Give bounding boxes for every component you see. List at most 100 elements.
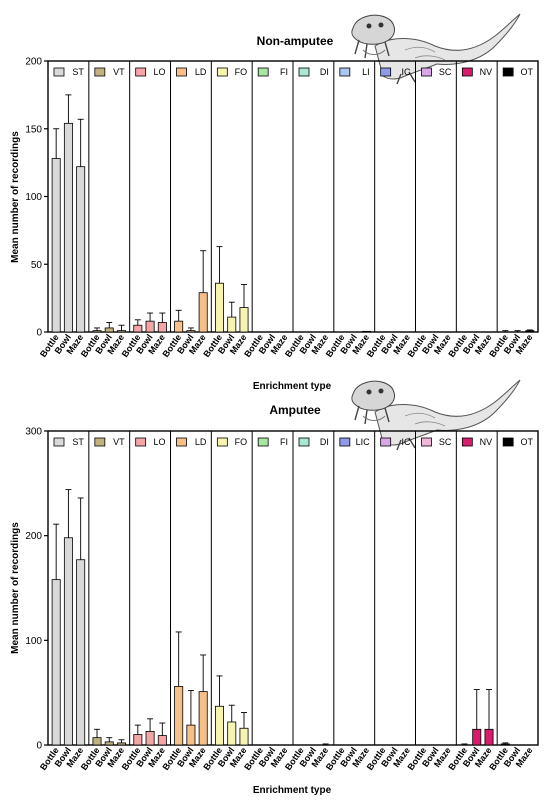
legend-swatch <box>257 67 269 77</box>
legend-swatch <box>176 67 187 77</box>
bar <box>133 734 143 746</box>
bar <box>117 742 126 746</box>
chart-title: Non-amputee <box>257 34 334 48</box>
legend-label: ST <box>72 67 84 77</box>
y-tick-label: 300 <box>25 427 42 438</box>
bar <box>145 730 155 746</box>
y-tick-label: 150 <box>25 124 42 135</box>
chart-non-amputee: Non-amputee Mean number of recordings En… <box>10 34 539 392</box>
legend-swatch <box>380 437 392 447</box>
legend-swatch <box>53 437 65 447</box>
bar <box>117 330 126 333</box>
legend-label: VT <box>113 437 125 447</box>
chart-title: Amputee <box>269 403 321 417</box>
legend-label: OT <box>521 437 534 447</box>
bar <box>472 728 482 746</box>
legend-swatch <box>176 437 187 447</box>
bar <box>174 685 184 746</box>
legend-label: SC <box>439 67 452 77</box>
legend-swatch <box>53 67 65 77</box>
legend-swatch <box>339 67 351 77</box>
bar <box>239 727 249 746</box>
bar <box>227 316 237 333</box>
legend-swatch <box>216 67 228 77</box>
x-axis-label: Enrichment type <box>253 381 332 392</box>
bar <box>525 330 535 333</box>
legend-swatch <box>380 67 392 77</box>
legend-swatch <box>216 437 228 447</box>
y-tick-label: 0 <box>36 328 42 339</box>
bar <box>362 330 371 333</box>
bar <box>174 320 184 333</box>
y-tick-label: 50 <box>31 260 43 271</box>
bar <box>145 320 155 333</box>
bar <box>92 737 102 746</box>
bar <box>76 559 86 746</box>
y-tick-label: 200 <box>25 57 42 68</box>
bar <box>186 724 196 746</box>
bar <box>215 705 224 746</box>
legend-swatch <box>94 67 106 77</box>
bar <box>500 743 510 746</box>
legend-label: SC <box>439 437 452 447</box>
legend-label: FO <box>235 67 248 77</box>
legend-swatch <box>298 67 310 77</box>
y-tick-label: 200 <box>25 531 42 542</box>
bar <box>157 735 167 746</box>
bar <box>484 728 494 746</box>
legend-label: LI <box>362 67 370 77</box>
legend-label: IC <box>402 437 412 447</box>
legend-swatch <box>257 437 269 447</box>
legend-label: OT <box>521 67 534 77</box>
bar <box>92 330 102 333</box>
bar <box>239 307 249 333</box>
legend-label: ST <box>72 437 84 447</box>
legend-swatch <box>461 67 473 77</box>
bar <box>198 691 208 746</box>
bar <box>104 327 114 333</box>
bar <box>76 166 86 333</box>
legend-label: NV <box>480 67 493 77</box>
legend-swatch <box>421 67 432 77</box>
bar <box>63 122 73 333</box>
legend-label: FI <box>280 437 288 447</box>
legend-label: LD <box>195 437 207 447</box>
bar <box>104 741 114 746</box>
y-tick-label: 0 <box>36 741 42 752</box>
legend-swatch <box>298 437 310 447</box>
bar <box>198 292 208 333</box>
bar <box>215 282 224 333</box>
bar <box>63 537 73 746</box>
y-axis-label: Mean number of recordings <box>10 522 21 654</box>
legend-swatch <box>502 437 514 447</box>
legend-swatch <box>135 67 147 77</box>
legend-label: LO <box>153 437 165 447</box>
legend-label: VT <box>113 67 125 77</box>
legend-label: FI <box>280 67 288 77</box>
y-tick-label: 100 <box>25 192 42 203</box>
bar <box>227 721 237 746</box>
legend-label: IC <box>402 67 412 77</box>
legend-label: LD <box>195 67 207 77</box>
y-tick-label: 100 <box>25 636 42 647</box>
bar <box>51 158 61 333</box>
legend-label: DI <box>320 67 329 77</box>
lizard-illustration <box>351 379 521 451</box>
legend-label: LIC <box>356 437 371 447</box>
bar <box>133 324 143 333</box>
legend-label: FO <box>235 437 248 447</box>
bar <box>51 579 61 746</box>
legend-label: DI <box>320 437 329 447</box>
x-axis-label: Enrichment type <box>253 785 332 796</box>
chart-amputee: Amputee Mean number of recordings Enrich… <box>10 403 539 796</box>
legend-swatch <box>461 437 473 447</box>
legend-swatch <box>94 437 106 447</box>
legend-swatch <box>339 437 351 447</box>
bar <box>157 322 167 333</box>
legend-swatch <box>502 67 514 77</box>
legend-label: NV <box>480 437 493 447</box>
legend-swatch <box>421 437 432 447</box>
y-axis-label: Mean number of recordings <box>10 131 21 263</box>
bar <box>186 330 196 333</box>
